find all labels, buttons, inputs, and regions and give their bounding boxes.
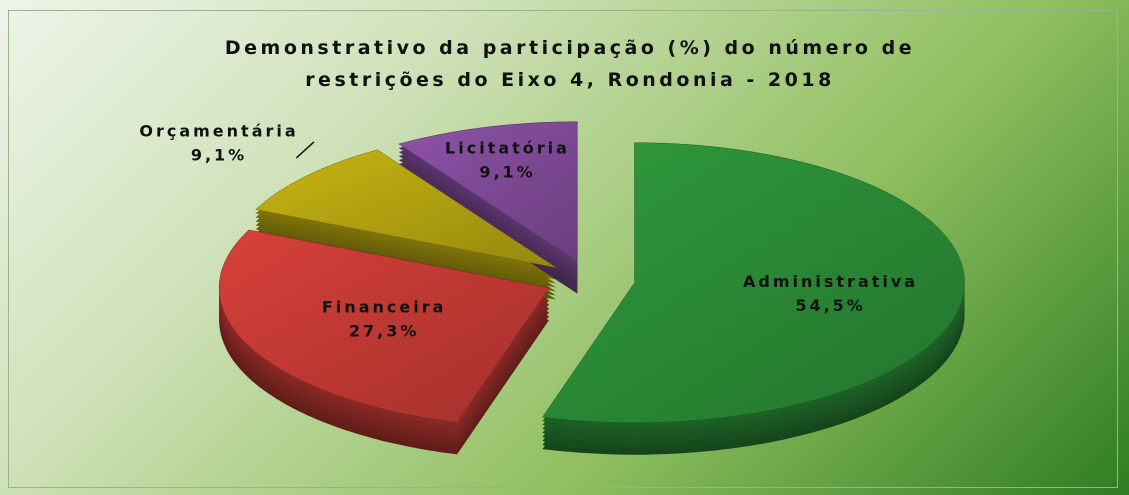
slice-label: Financeira [322,298,447,317]
chart-title: Demonstrativo da participação (%) do núm… [224,37,916,91]
slice-label: Administrativa [743,272,918,291]
slice-label: Licitatória [445,138,570,157]
chart-frame [8,10,1118,488]
slice-value-label: 54,5% [795,296,866,315]
slice-value-label: 9,1% [191,145,247,164]
pie-slice [398,121,578,263]
leader-line [295,141,315,159]
pie-slice [255,149,557,268]
pie-slice [542,142,965,423]
pie-slice [218,229,550,423]
slice-value-label: 27,3% [349,322,420,341]
slice-value-label: 9,1% [479,162,535,181]
slice-label: Orçamentária [139,121,298,140]
